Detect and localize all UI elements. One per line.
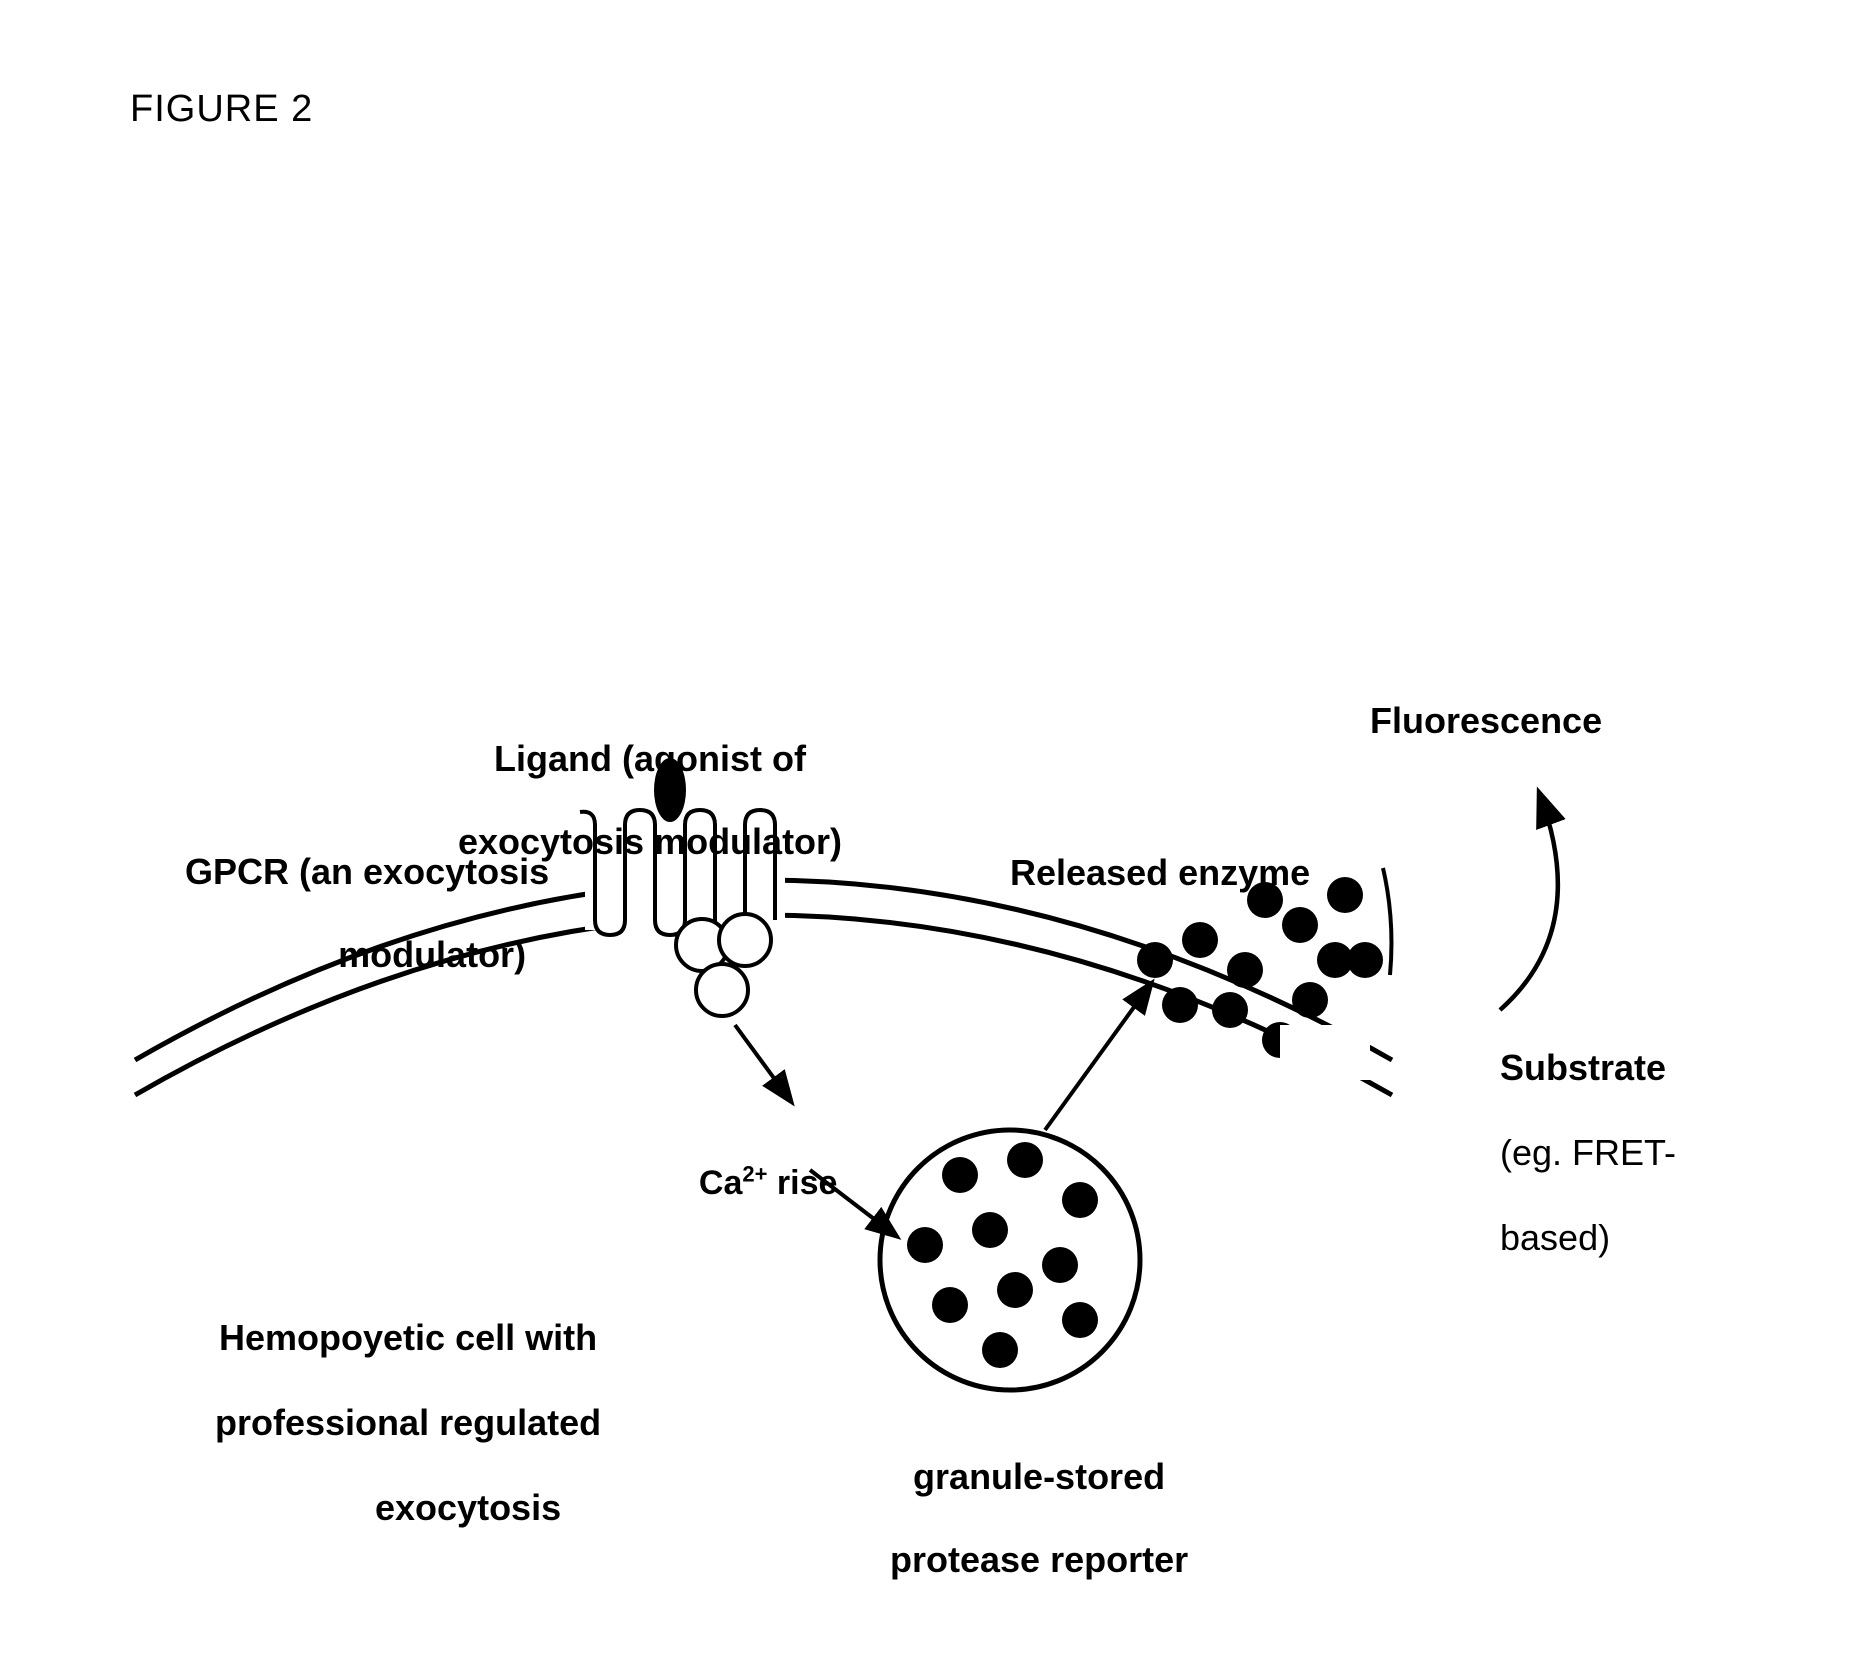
fluorescence-label: Fluorescence <box>1370 700 1602 742</box>
gpcr-line2: modulator) <box>208 934 526 975</box>
gpcr-label: GPCR (an exocytosis modulator) <box>165 810 549 976</box>
released-enzyme-label: Released enzyme <box>1010 852 1310 894</box>
hemo-label: Hemopoyetic cell with professional regul… <box>195 1275 601 1530</box>
substrate-line3: based) <box>1500 1217 1610 1258</box>
hemo-line2: professional regulated <box>215 1402 601 1443</box>
arrow-vesicle-to-ca <box>735 1025 790 1100</box>
gpcr-line1: GPCR (an exocytosis <box>185 851 549 892</box>
vesicle-3 <box>696 964 748 1016</box>
ca-rise-text: Ca2+ rise <box>699 1164 838 1202</box>
arrow-substrate-to-fluorescence <box>1500 795 1558 1010</box>
granule-label: granule-stored protease reporter <box>870 1415 1188 1581</box>
granule-line1: granule-stored <box>913 1456 1165 1497</box>
released-enzyme-pointer <box>1383 868 1391 975</box>
hemo-line3: exocytosis <box>255 1487 561 1528</box>
substrate-label: Substrate (eg. FRET- based) <box>1480 1005 1676 1260</box>
ligand-line1: Ligand (agonist of <box>494 738 806 779</box>
granule-line2: protease reporter <box>890 1539 1188 1580</box>
ca-rise-label: Ca2+ rise <box>680 1123 837 1203</box>
arrow-granule-to-released <box>1045 985 1150 1130</box>
substrate-line2: (eg. FRET- <box>1500 1132 1676 1173</box>
vesicle-2 <box>719 914 771 966</box>
hemo-line1: Hemopoyetic cell with <box>219 1317 597 1358</box>
substrate-line1: Substrate <box>1500 1047 1666 1088</box>
